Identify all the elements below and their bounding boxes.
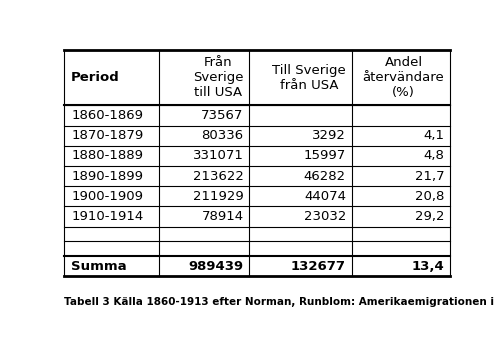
Text: 4,1: 4,1 bbox=[423, 129, 444, 142]
Text: 211929: 211929 bbox=[193, 190, 244, 203]
Text: 1860-1869: 1860-1869 bbox=[71, 109, 143, 122]
Text: 989439: 989439 bbox=[189, 260, 244, 273]
Text: 1870-1879: 1870-1879 bbox=[71, 129, 143, 142]
Text: 331071: 331071 bbox=[193, 149, 244, 162]
Text: 4,8: 4,8 bbox=[423, 149, 444, 162]
Text: 46282: 46282 bbox=[304, 170, 346, 183]
Text: Till Sverige
från USA: Till Sverige från USA bbox=[272, 64, 346, 92]
Text: Tabell 3 Källa 1860-1913 efter Norman, Runblom: Amerikaemigrationen i källornas : Tabell 3 Källa 1860-1913 efter Norman, R… bbox=[64, 298, 498, 307]
Text: 23032: 23032 bbox=[304, 210, 346, 223]
Text: Period: Period bbox=[71, 71, 120, 84]
Text: 1890-1899: 1890-1899 bbox=[71, 170, 143, 183]
Text: 21,7: 21,7 bbox=[415, 170, 444, 183]
Text: 15997: 15997 bbox=[304, 149, 346, 162]
Text: 1880-1889: 1880-1889 bbox=[71, 149, 143, 162]
Text: 132677: 132677 bbox=[291, 260, 346, 273]
Text: 13,4: 13,4 bbox=[411, 260, 444, 273]
Text: 1900-1909: 1900-1909 bbox=[71, 190, 143, 203]
Text: Summa: Summa bbox=[71, 260, 127, 273]
Text: 73567: 73567 bbox=[201, 109, 244, 122]
Text: 44074: 44074 bbox=[304, 190, 346, 203]
Text: 78914: 78914 bbox=[202, 210, 244, 223]
Text: Från
Sverige
till USA: Från Sverige till USA bbox=[193, 56, 244, 99]
Text: 80336: 80336 bbox=[202, 129, 244, 142]
Text: 213622: 213622 bbox=[193, 170, 244, 183]
Text: 1910-1914: 1910-1914 bbox=[71, 210, 143, 223]
Text: 20,8: 20,8 bbox=[415, 190, 444, 203]
Text: 29,2: 29,2 bbox=[415, 210, 444, 223]
Text: 3292: 3292 bbox=[312, 129, 346, 142]
Text: Andel
återvändare
(%): Andel återvändare (%) bbox=[363, 56, 444, 99]
